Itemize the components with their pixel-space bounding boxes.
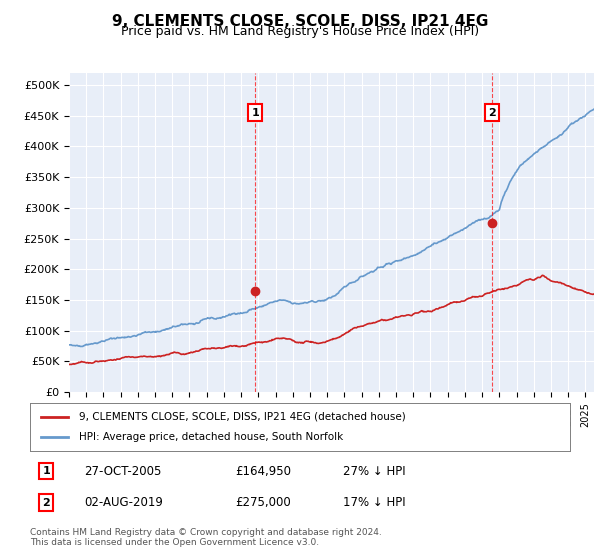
Text: Contains HM Land Registry data © Crown copyright and database right 2024.
This d: Contains HM Land Registry data © Crown c… [30,528,382,547]
Text: 9, CLEMENTS CLOSE, SCOLE, DISS, IP21 4EG (detached house): 9, CLEMENTS CLOSE, SCOLE, DISS, IP21 4EG… [79,412,406,422]
Text: 1: 1 [43,466,50,476]
Text: 1: 1 [251,108,259,118]
Text: HPI: Average price, detached house, South Norfolk: HPI: Average price, detached house, Sout… [79,432,343,442]
Text: £275,000: £275,000 [235,496,291,509]
Text: Price paid vs. HM Land Registry's House Price Index (HPI): Price paid vs. HM Land Registry's House … [121,25,479,38]
Text: 17% ↓ HPI: 17% ↓ HPI [343,496,406,509]
Text: 2: 2 [488,108,496,118]
Text: 27% ↓ HPI: 27% ↓ HPI [343,465,406,478]
Text: £164,950: £164,950 [235,465,291,478]
Text: 2: 2 [43,498,50,507]
Text: 9, CLEMENTS CLOSE, SCOLE, DISS, IP21 4EG: 9, CLEMENTS CLOSE, SCOLE, DISS, IP21 4EG [112,14,488,29]
Text: 27-OCT-2005: 27-OCT-2005 [84,465,161,478]
Text: 02-AUG-2019: 02-AUG-2019 [84,496,163,509]
